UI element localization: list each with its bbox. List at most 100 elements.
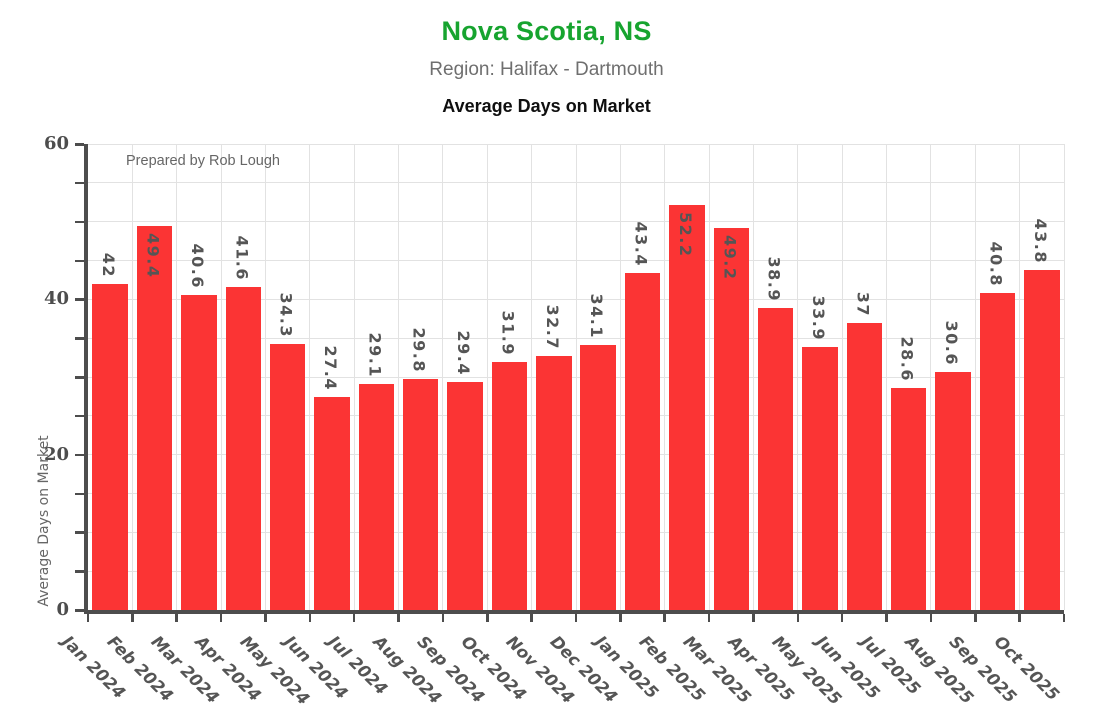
chart-title: Average Days on Market [442, 96, 651, 116]
x-gridline [220, 144, 222, 610]
bar [181, 294, 217, 610]
bar-value-label: 42 [99, 252, 119, 278]
x-axis-tick [397, 614, 400, 622]
x-axis-tick [840, 614, 844, 622]
y-axis-tick [75, 453, 84, 457]
x-axis-tick [1062, 614, 1066, 622]
x-gridline [619, 144, 621, 610]
bar [269, 343, 306, 610]
bar-value-label: 37 [853, 291, 873, 317]
y-tick-label: 0 [56, 599, 69, 620]
bar-value-label: 43.8 [1030, 218, 1050, 264]
bar-value-label: 40.8 [986, 241, 1006, 288]
x-axis-tick [974, 614, 977, 622]
x-gridline [797, 144, 799, 610]
page-title: Nova Scotia, NS [441, 16, 652, 46]
x-axis-tick [264, 614, 267, 622]
x-axis-tick [441, 614, 445, 622]
x-axis-tick [752, 614, 755, 622]
x-axis-tick [530, 614, 533, 622]
x-gridline [664, 144, 666, 610]
x-axis-tick [308, 614, 312, 622]
x-axis-tick [86, 614, 90, 622]
bar [935, 372, 971, 610]
bar-value-label: 49.2 [720, 234, 740, 281]
x-axis-tick [885, 614, 888, 622]
bar-value-label: 43.4 [631, 221, 651, 267]
bar-value-label: 31.9 [498, 310, 518, 357]
x-gridline [176, 144, 178, 610]
x-axis-tick [796, 614, 800, 622]
bar-value-label: 27.4 [321, 345, 340, 392]
x-axis-tick [175, 614, 178, 622]
bar-value-label: 29.8 [409, 327, 429, 373]
bar [802, 346, 838, 610]
bar [979, 293, 1016, 610]
y-tick-label: 20 [43, 443, 69, 465]
prepared-by-annotation: Prepared by Rob Lough [126, 153, 280, 169]
y-axis-tick [75, 531, 84, 534]
bar-value-label: 49.4 [143, 233, 163, 279]
x-gridline [575, 144, 577, 610]
x-axis-tick [131, 614, 134, 622]
y-axis-tick [75, 337, 84, 340]
x-gridline [974, 144, 976, 610]
x-axis-tick [352, 614, 356, 622]
x-axis-tick [663, 614, 666, 622]
bar-value-label: 34.3 [276, 292, 296, 338]
bar [491, 362, 528, 610]
bar [136, 226, 173, 610]
region-subtitle: Region: Halifax - Dartmouth [429, 59, 664, 80]
x-gridline [708, 144, 710, 610]
bar [314, 397, 350, 610]
x-axis-tick [1018, 614, 1021, 622]
x-gridline [1019, 144, 1021, 610]
bar [402, 378, 439, 610]
bar [624, 272, 661, 610]
bar-value-label: 29.1 [365, 332, 385, 378]
y-axis-tick [75, 181, 84, 185]
plot-area: Prepared by Rob Lough Average Days on Ma… [36, 143, 1065, 614]
y-axis-tick [75, 570, 84, 573]
x-gridline [486, 144, 488, 610]
bar-value-label: 28.6 [897, 336, 917, 382]
x-gridline [398, 144, 400, 610]
x-axis-tick [929, 614, 933, 622]
x-gridline [131, 144, 133, 610]
bar [890, 387, 927, 610]
x-axis-tick [619, 614, 622, 622]
bar-value-label: 38.9 [764, 256, 784, 302]
x-gridline [353, 144, 355, 610]
bar-value-label: 41.6 [232, 235, 252, 281]
x-gridline [1063, 144, 1065, 610]
x-gridline [264, 144, 266, 610]
x-axis-tick [574, 614, 578, 622]
bar [225, 286, 261, 610]
y-axis-tick [75, 492, 84, 495]
bar [1024, 269, 1060, 610]
bar [92, 283, 128, 610]
x-gridline [442, 144, 444, 610]
y-axis-tick [75, 414, 84, 418]
bar [757, 307, 794, 610]
bar-value-label: 52.2 [675, 211, 695, 258]
y-axis-tick [75, 220, 84, 224]
bar [713, 227, 749, 610]
x-axis-tick [219, 614, 223, 622]
bar-value-label: 32.7 [542, 304, 562, 351]
x-axis-tick [707, 614, 711, 622]
y-tick-label: 40 [43, 288, 69, 310]
x-gridline [752, 144, 754, 610]
bar [536, 356, 572, 610]
bar-value-label: 40.6 [187, 243, 207, 289]
x-gridline [531, 144, 533, 610]
bar [580, 345, 616, 610]
y-axis-tick [75, 376, 84, 379]
y-tick-label: 60 [43, 133, 69, 154]
x-gridline [886, 144, 888, 610]
bar [358, 383, 395, 610]
x-gridline [841, 144, 843, 610]
bar [846, 322, 883, 610]
x-gridline [930, 144, 932, 610]
bar [669, 204, 705, 610]
